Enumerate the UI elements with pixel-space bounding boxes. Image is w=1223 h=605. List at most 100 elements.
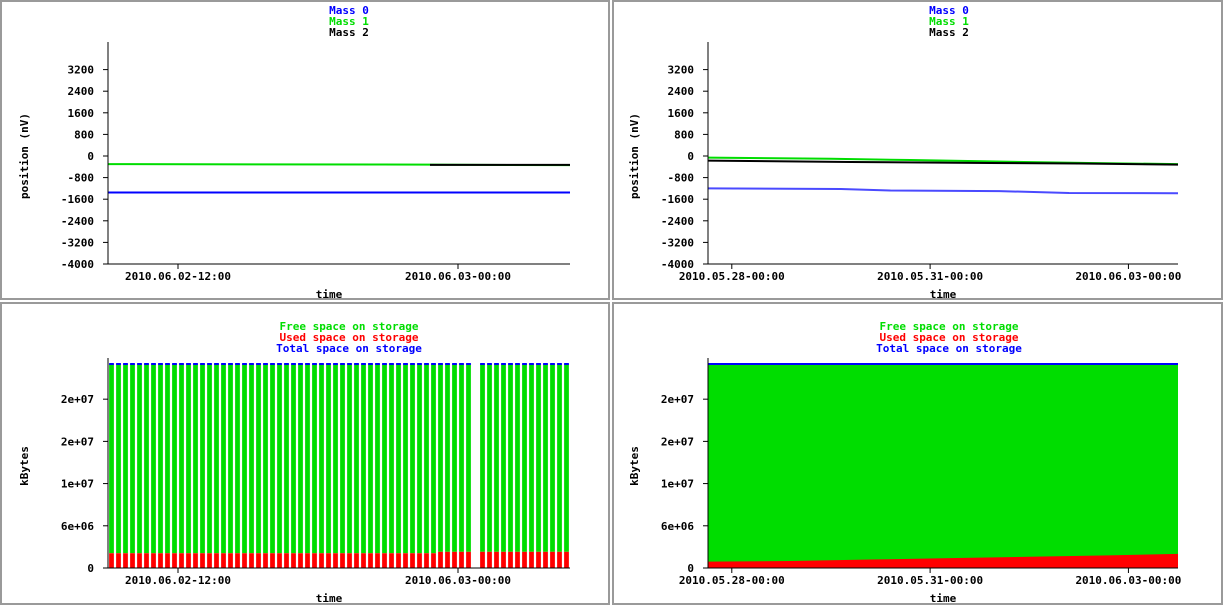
bar-free <box>116 364 121 554</box>
bar-free <box>312 364 317 554</box>
y-tick-label: 0 <box>687 150 694 163</box>
y-tick-label: -1600 <box>61 193 94 206</box>
bar-total <box>375 363 380 365</box>
legend-entry: Used space on storage <box>279 331 418 344</box>
bar-free <box>354 364 359 554</box>
panel-frame <box>612 0 1223 300</box>
bar-used <box>522 551 527 568</box>
bar-used <box>200 553 205 568</box>
bar-total <box>389 363 394 365</box>
y-tick-label: 0 <box>87 562 94 575</box>
bar-used <box>130 553 135 568</box>
bar-used <box>123 553 128 568</box>
panel-bottom-right: Free space on storage Used space on stora… <box>612 302 1223 605</box>
y-tick-label: -1600 <box>661 193 694 206</box>
bar-total <box>123 363 128 365</box>
bar-free <box>424 364 429 554</box>
bar-free <box>564 364 569 552</box>
bar-free <box>200 364 205 554</box>
bar-free <box>410 364 415 554</box>
bar-used <box>249 553 254 568</box>
bar-used <box>186 553 191 568</box>
bar-free <box>459 364 464 552</box>
bar-used <box>284 553 289 568</box>
bar-total <box>333 363 338 365</box>
y-axis-label: kBytes <box>18 446 31 486</box>
y-tick-label: 0 <box>687 562 694 575</box>
bar-free <box>361 364 366 554</box>
bar-used <box>235 553 240 568</box>
bar-used <box>431 553 436 568</box>
bar-total <box>200 363 205 365</box>
bar-total <box>235 363 240 365</box>
bar-used <box>151 553 156 568</box>
panel-frame <box>612 302 1223 605</box>
bar-used <box>207 553 212 568</box>
bar-free <box>256 364 261 554</box>
bar-used <box>277 553 282 568</box>
bar-used <box>543 551 548 568</box>
bar-free <box>291 364 296 554</box>
bar-total <box>116 363 121 365</box>
legend-entry: Free space on storage <box>279 320 418 333</box>
y-tick-label: 3200 <box>668 64 695 77</box>
bar-free <box>480 364 485 552</box>
bar-free <box>137 364 142 554</box>
y-tick-label: 6e+06 <box>661 520 694 533</box>
x-tick-label: 2010.05.31-00:00 <box>877 574 983 587</box>
bar-total <box>536 363 541 365</box>
legend-entry: Mass 0 <box>329 4 369 17</box>
bar-used <box>403 553 408 568</box>
bar-free <box>536 364 541 552</box>
bar-used <box>354 553 359 568</box>
bar-total <box>151 363 156 365</box>
bar-total <box>564 363 569 365</box>
bar-free <box>550 364 555 552</box>
x-tick-label: 2010.06.03-00:00 <box>405 574 511 587</box>
bar-used <box>228 553 233 568</box>
bar-used <box>298 553 303 568</box>
bar-total <box>137 363 142 365</box>
bar-total <box>466 363 471 365</box>
legend-entry: Total space on storage <box>876 342 1022 355</box>
x-axis-label: time <box>930 288 957 300</box>
bar-used <box>144 553 149 568</box>
y-tick-label: 2e+07 <box>661 393 694 406</box>
series-line <box>707 159 1179 166</box>
bar-free <box>263 364 268 554</box>
y-axis-label: position (nV) <box>628 113 641 199</box>
bar-used <box>382 553 387 568</box>
bar-total <box>249 363 254 365</box>
bar-used <box>487 551 492 568</box>
bar-total <box>130 363 135 365</box>
bar-used <box>326 553 331 568</box>
bar-used <box>515 551 520 568</box>
bar-used <box>396 553 401 568</box>
y-tick-label: 2e+07 <box>661 435 694 448</box>
y-tick-label: 6e+06 <box>61 520 94 533</box>
y-tick-label: -2400 <box>61 215 94 228</box>
bar-used <box>158 553 163 568</box>
bar-free <box>270 364 275 554</box>
bar-total <box>480 363 485 365</box>
bar-used <box>459 551 464 568</box>
bar-used <box>263 553 268 568</box>
bar-total <box>291 363 296 365</box>
y-axis-label: kBytes <box>628 446 641 486</box>
bar-free <box>403 364 408 554</box>
bar-used <box>452 551 457 568</box>
bar-used <box>438 551 443 568</box>
y-tick-label: 2400 <box>668 85 695 98</box>
bar-total <box>382 363 387 365</box>
legend-entry: Mass 1 <box>329 15 369 28</box>
bar-total <box>508 363 513 365</box>
x-axis-label: time <box>316 592 343 605</box>
bar-total <box>487 363 492 365</box>
bar-used <box>445 551 450 568</box>
bar-free <box>151 364 156 554</box>
legend-entry: Mass 0 <box>929 4 969 17</box>
bar-total <box>193 363 198 365</box>
bar-used <box>529 551 534 568</box>
bar-used <box>116 553 121 568</box>
